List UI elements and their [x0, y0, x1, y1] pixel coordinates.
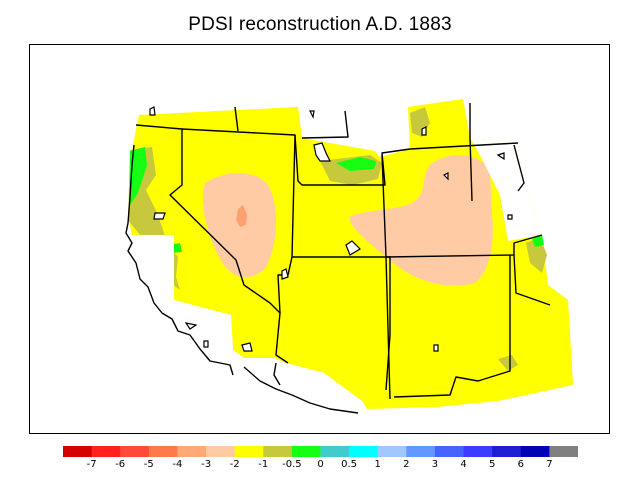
colorbar-swatch	[63, 446, 93, 457]
colorbar-tick-label: -0.5	[282, 459, 302, 470]
colorbar-tick-label: -1	[258, 459, 269, 470]
colorbar-swatch	[549, 446, 578, 457]
lakes	[149, 106, 513, 352]
state-boundaries	[135, 103, 551, 400]
colorbar-swatch	[148, 446, 178, 457]
colorbar-swatch	[434, 446, 465, 457]
colorbar-tick-label: 4	[460, 459, 467, 470]
map-title: PDSI reconstruction A.D. 1883	[188, 14, 452, 35]
colorbar-tick-label: 7	[546, 459, 553, 470]
colorbar-swatch	[320, 446, 350, 457]
pdsi-region-olive-east	[526, 237, 547, 273]
colorbar-tick-label: -4	[172, 459, 183, 470]
colorbar-swatch	[349, 446, 379, 457]
pdsi-region-olive-southeast	[498, 355, 518, 371]
colorbar-swatch	[492, 446, 522, 457]
colorbar-swatch	[406, 446, 436, 457]
colorbar-tick-label: -3	[201, 459, 212, 470]
colorbar-ticks: -7 -6 -5 -4 -3 -2 -1 -0.5 0 0.5 1 2 3 4 5 6 7	[63, 459, 578, 473]
colorbar-tick-label: -7	[86, 459, 97, 470]
colorbar-swatch	[291, 446, 321, 457]
colorbar-swatch	[177, 446, 207, 457]
colorbar-swatches	[63, 446, 578, 457]
pdsi-region-salmon-nevada	[236, 205, 247, 227]
colorbar-tick-label: 5	[489, 459, 496, 470]
colorbar-swatch	[91, 446, 121, 457]
colorbar-swatch	[463, 446, 493, 457]
colorbar-tick-label: -5	[143, 459, 154, 470]
colorbar-tick-label: -6	[115, 459, 126, 470]
colorbar-swatch	[263, 446, 293, 457]
colorbar-tick-label: -2	[229, 459, 240, 470]
colorbar-swatch	[120, 446, 150, 457]
colorbar-tick-label: 0	[317, 459, 324, 470]
pdsi-map	[125, 99, 573, 414]
map-frame	[29, 44, 610, 434]
colorbar-swatch	[234, 446, 264, 457]
colorbar-swatch	[206, 446, 236, 457]
coastline	[125, 144, 359, 414]
colorbar-swatch	[520, 446, 550, 457]
pdsi-region-green-east	[532, 235, 544, 247]
colorbar	[63, 446, 578, 457]
colorbar-tick-label: 6	[517, 459, 524, 470]
colorbar-tick-label: 1	[374, 459, 381, 470]
colorbar-tick-label: 0.5	[341, 459, 358, 470]
pdsi-region-green-oregon	[130, 147, 147, 205]
colorbar-tick-label: 2	[403, 459, 410, 470]
pdsi-region-green-north	[336, 157, 376, 171]
colorbar-swatch	[377, 446, 407, 457]
pdsi-region-white-plains	[470, 138, 542, 241]
colorbar-tick-label: 3	[431, 459, 439, 470]
